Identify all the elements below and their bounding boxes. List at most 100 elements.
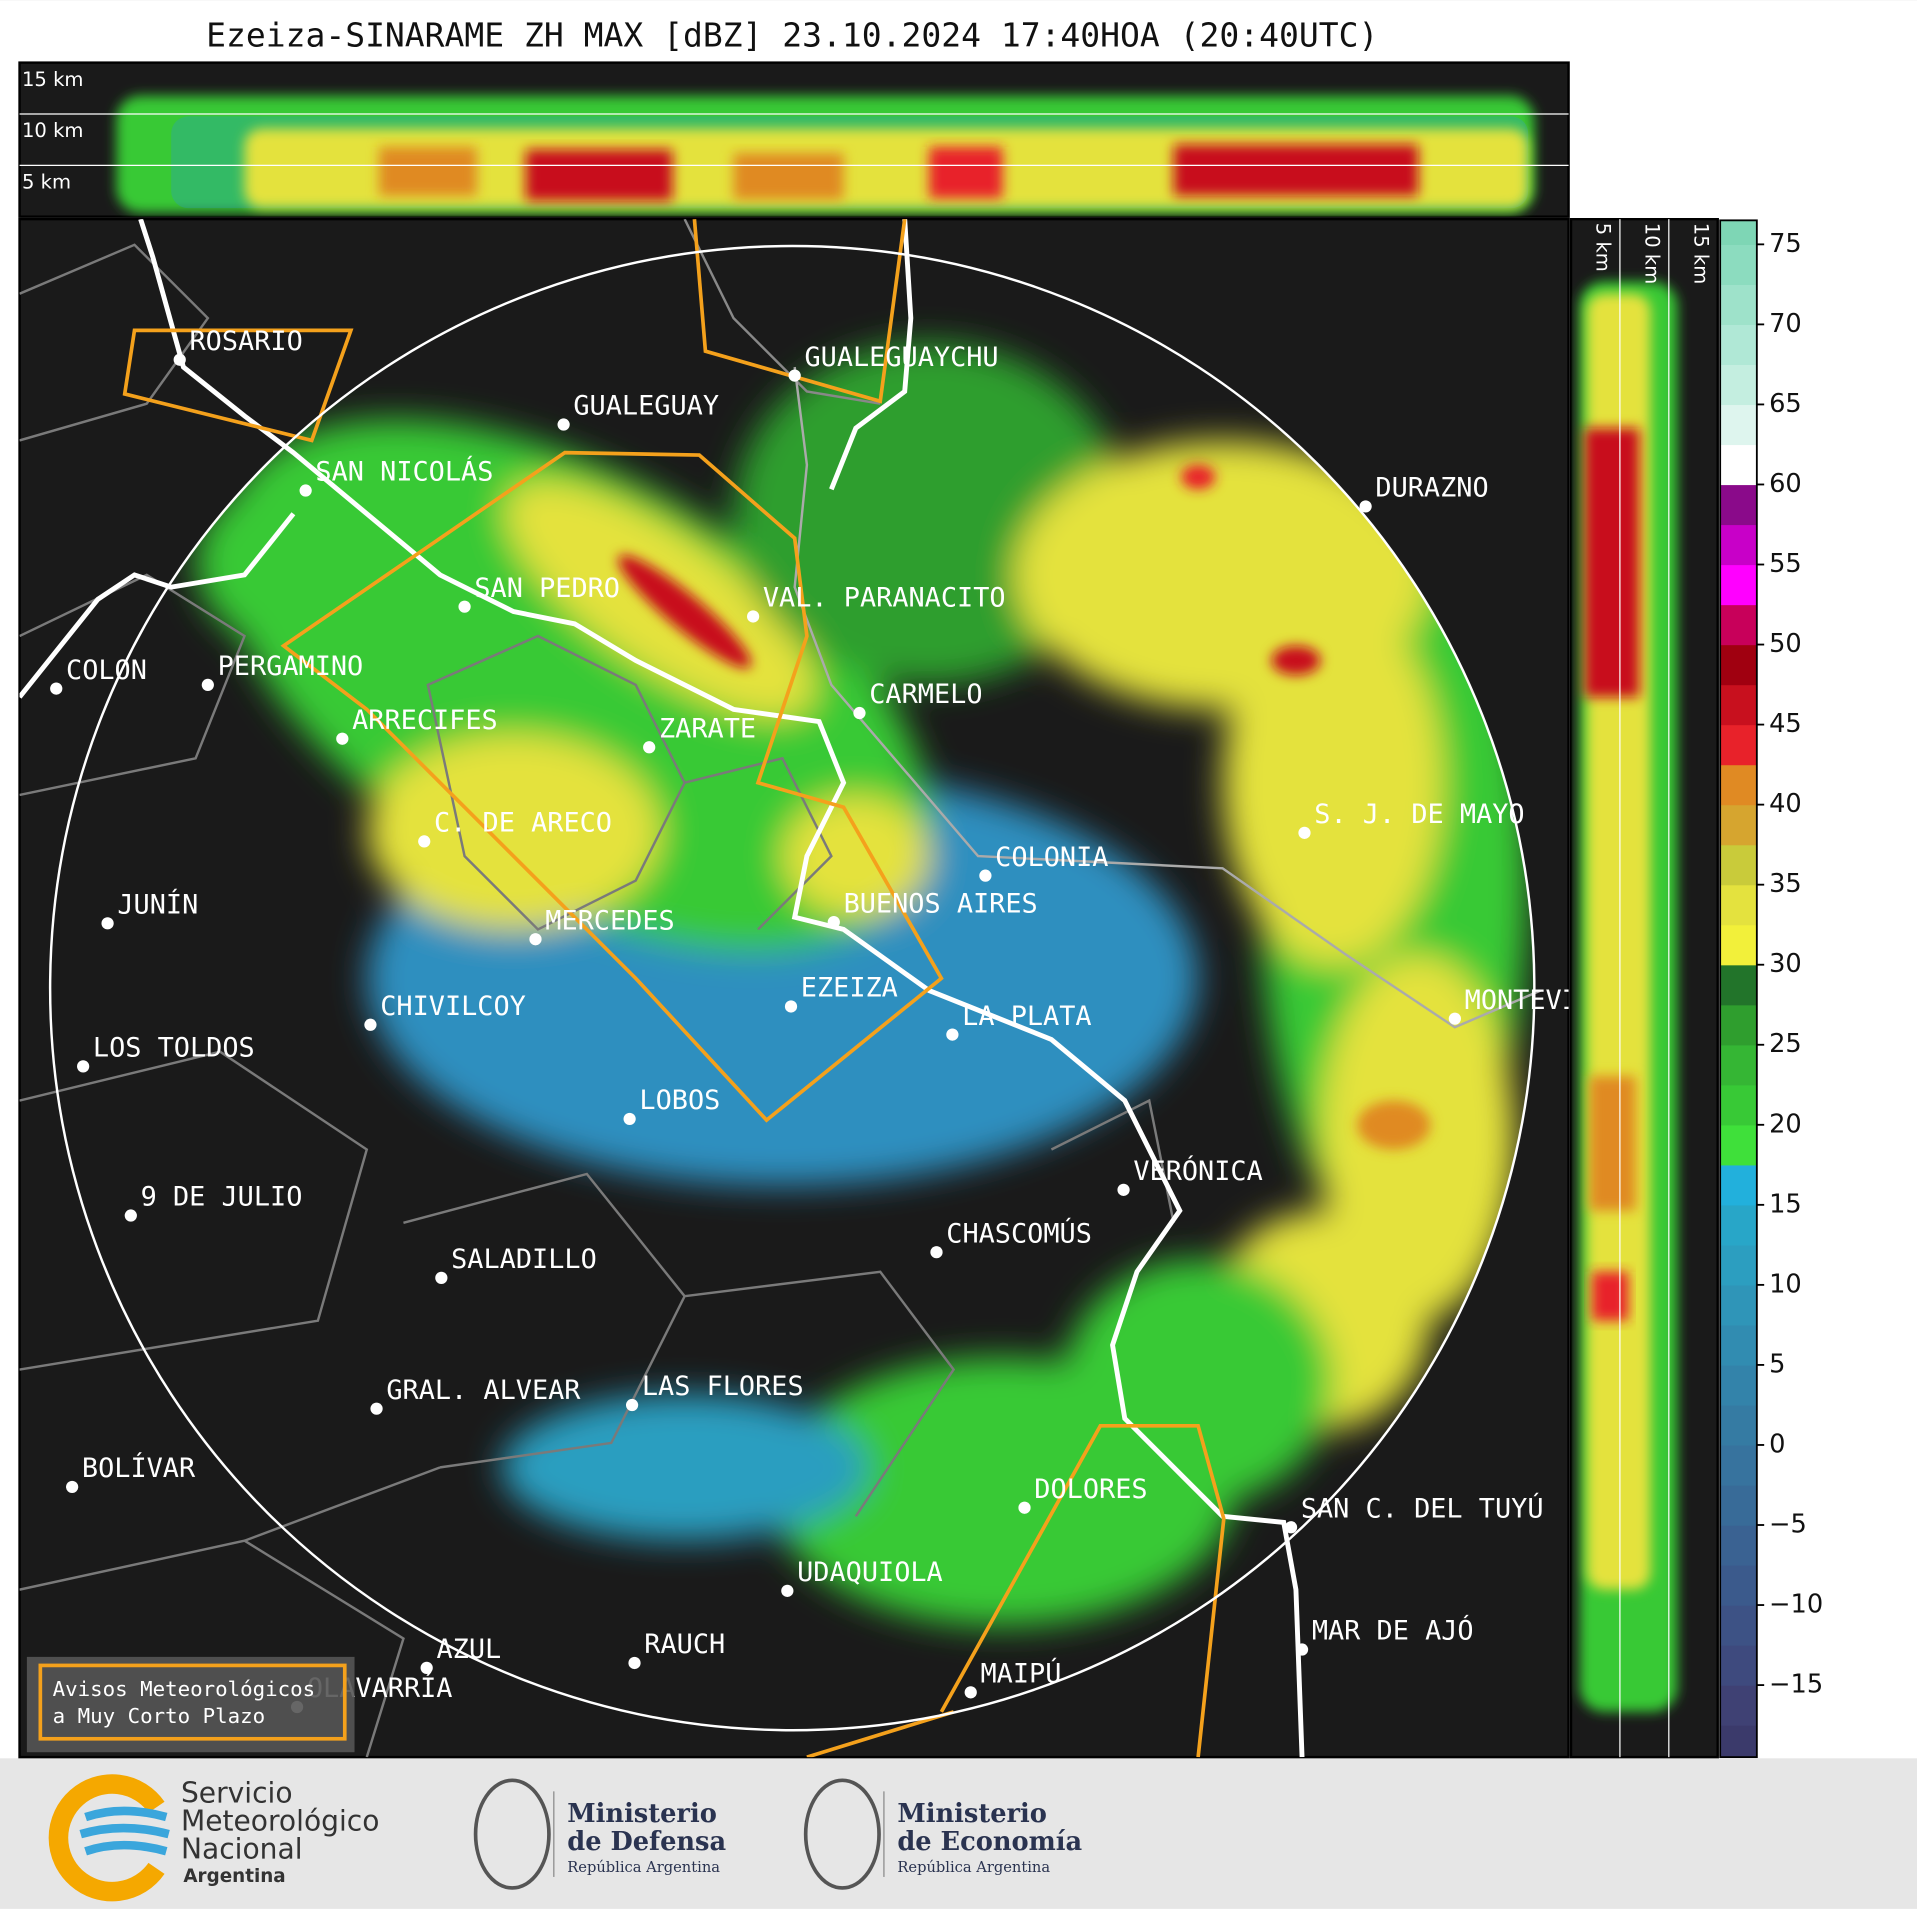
city-label: RAUCH <box>644 1629 725 1660</box>
colorbar-tick-label: 60 <box>1769 469 1802 499</box>
city-dot <box>435 1271 448 1284</box>
city-dot <box>1284 1521 1298 1534</box>
city-label: SAN NICOLÁS <box>315 456 493 488</box>
city-label: VERÓNICA <box>1133 1155 1262 1187</box>
river-coast <box>19 219 1305 1758</box>
height-label: 5 km <box>1592 223 1615 272</box>
colorbar-tick-label: 75 <box>1769 229 1802 259</box>
city-dot <box>1359 500 1372 513</box>
echo <box>1357 1100 1431 1150</box>
colorbar-segment <box>1720 724 1757 766</box>
logo-text: de Defensa <box>567 1827 726 1857</box>
city-dot <box>173 353 186 366</box>
city-label: GUALEGUAYCHU <box>804 342 998 373</box>
colorbar-segment <box>1720 964 1757 1006</box>
city-label: COLONIA <box>995 842 1108 873</box>
city-dot <box>827 915 840 929</box>
city-dot <box>781 1584 794 1597</box>
colorbar-tick-label: 65 <box>1769 389 1802 419</box>
echo <box>525 149 673 201</box>
colorbar-tick-label: 50 <box>1769 629 1802 659</box>
echo <box>1589 1076 1636 1211</box>
coastline <box>793 366 1541 1029</box>
colorbar-tick-label: 40 <box>1769 789 1802 819</box>
city-label: JUNÍN <box>117 889 198 921</box>
city-dot <box>964 1686 977 1699</box>
colorbar-segment <box>1720 284 1757 326</box>
colorbar-segment <box>1720 804 1757 846</box>
city-dot <box>529 933 542 946</box>
echo <box>195 452 538 673</box>
echo <box>1584 428 1640 698</box>
city-dot <box>418 835 431 848</box>
colorbar-segment <box>1720 1044 1757 1086</box>
warning-polygon <box>122 328 354 443</box>
logo-text: Nacional <box>181 1833 303 1866</box>
colorbar-segment <box>1720 244 1757 285</box>
colorbar-segment <box>1720 1204 1757 1246</box>
city-label: DURAZNO <box>1375 473 1488 504</box>
city-label: 9 DE JULIO <box>141 1182 303 1213</box>
logo-text: de Economía <box>897 1827 1082 1857</box>
echo <box>929 146 1003 199</box>
side-echoes <box>1579 281 1678 1712</box>
coat-of-arms <box>473 1778 551 1890</box>
city-dot <box>557 418 570 431</box>
colorbar-tick-label: 0 <box>1769 1429 1785 1459</box>
colorbar-segment <box>1720 1725 1757 1758</box>
map-content: ROSARIO GUALEGUAYCHU GUALEGUAY SAN NICOLÁS D… <box>19 219 1569 1758</box>
title: Ezeiza-SINARAME ZH MAX [dBZ] 23.10.2024 … <box>206 16 1378 55</box>
colorbar-segment <box>1720 324 1757 366</box>
city-label: LAS FLORES <box>642 1371 804 1402</box>
colorbar-segment <box>1720 1244 1757 1286</box>
echo-layer <box>195 342 1529 1627</box>
colorbar-tick-label: −10 <box>1769 1590 1823 1620</box>
legend-swatch <box>38 1663 347 1741</box>
colorbar-segment <box>1720 484 1757 526</box>
echo <box>1173 144 1419 196</box>
city-label: PERGAMINO <box>218 651 364 682</box>
city-dot <box>201 678 214 692</box>
city-dot <box>66 1480 79 1494</box>
echo <box>1271 645 1321 676</box>
city-label: S. J. DE MAYO <box>1314 799 1524 830</box>
district-border <box>683 219 881 405</box>
colorbar-segment <box>1720 1004 1757 1046</box>
city-dot <box>979 869 992 882</box>
height-label: 15 km <box>1689 223 1712 284</box>
city-label: DOLORES <box>1034 1474 1147 1505</box>
city-dot <box>299 484 312 497</box>
colorbar-tick-label: 30 <box>1769 949 1802 979</box>
colorbar-segment <box>1720 604 1757 646</box>
echo <box>1063 1259 1333 1505</box>
logo-text: Meteorológico <box>181 1804 380 1837</box>
colorbar-segment <box>1720 564 1757 606</box>
city-dot <box>1018 1501 1031 1514</box>
city-label: MAR DE AJÓ <box>1312 1615 1474 1647</box>
city-label: BUENOS AIRES <box>844 888 1038 919</box>
colorbar-tick-label: −15 <box>1769 1670 1823 1700</box>
colorbar-segment <box>1720 404 1757 446</box>
defensa-logo: Ministerio de Defensa República Argentin… <box>473 1778 726 1890</box>
echo <box>1222 599 1443 967</box>
echo <box>378 146 477 196</box>
smn-logo: Servicio Meteorológico Nacional Argentin… <box>48 1774 380 1902</box>
colorbar-tick-label: 15 <box>1769 1189 1802 1219</box>
city-label: SAN C. DEL TUYÚ <box>1301 1492 1544 1524</box>
city-dot <box>946 1028 959 1041</box>
city-dot <box>788 369 801 382</box>
echo <box>1181 464 1216 490</box>
top-echoes <box>116 95 1535 214</box>
city-label: ARRECIFES <box>352 705 498 736</box>
legend: Avisos Meteorológicos a Muy Corto Plazo <box>26 1656 355 1753</box>
city-label: C. DE ARECO <box>434 808 612 839</box>
colorbar-segment <box>1720 1645 1757 1686</box>
city-dot <box>625 1398 639 1412</box>
city-label: EZEIZA <box>801 973 898 1004</box>
logo-text: República Argentina <box>567 1859 720 1876</box>
city-label: SALADILLO <box>451 1244 597 1275</box>
colorbar-segment <box>1720 1525 1757 1566</box>
colorbar-frame <box>1719 219 1758 1759</box>
